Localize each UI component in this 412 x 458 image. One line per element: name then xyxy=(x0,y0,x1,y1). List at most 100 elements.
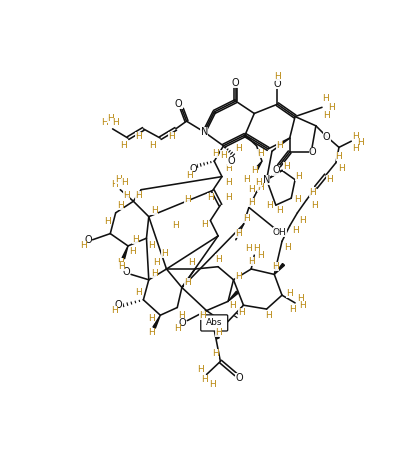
Text: H: H xyxy=(115,175,122,184)
Text: H: H xyxy=(197,365,204,374)
Text: O: O xyxy=(190,164,197,174)
Text: H: H xyxy=(295,172,302,181)
Text: H: H xyxy=(148,327,154,337)
Text: H: H xyxy=(265,311,272,320)
Text: H: H xyxy=(323,110,330,120)
Text: H: H xyxy=(300,301,306,311)
Text: H: H xyxy=(149,142,156,150)
Text: H: H xyxy=(80,241,87,251)
Text: H: H xyxy=(111,180,117,189)
Text: O: O xyxy=(235,373,243,383)
Text: H: H xyxy=(184,195,191,204)
Text: H: H xyxy=(161,249,168,258)
Text: H: H xyxy=(357,138,364,147)
Text: H: H xyxy=(272,262,279,271)
Text: H: H xyxy=(111,306,117,315)
Text: H: H xyxy=(186,170,193,180)
Text: H: H xyxy=(148,241,154,251)
Text: O: O xyxy=(274,79,281,89)
Text: H: H xyxy=(148,314,154,323)
Text: H: H xyxy=(289,305,296,314)
Text: H: H xyxy=(136,132,142,141)
Text: O: O xyxy=(175,99,183,109)
Text: H: H xyxy=(119,262,125,271)
Polygon shape xyxy=(153,315,160,328)
Text: H: H xyxy=(153,258,160,267)
Text: H: H xyxy=(199,311,206,320)
Text: H: H xyxy=(238,308,245,317)
Text: N: N xyxy=(263,174,270,185)
Text: H: H xyxy=(292,226,298,235)
Text: H: H xyxy=(236,229,242,238)
Text: H: H xyxy=(255,178,262,186)
Text: H: H xyxy=(257,183,264,192)
Text: H: H xyxy=(253,245,260,253)
Text: O: O xyxy=(309,147,316,157)
Text: OH: OH xyxy=(273,228,287,237)
Text: H: H xyxy=(229,301,236,310)
Text: H: H xyxy=(101,118,108,127)
Text: H: H xyxy=(123,191,130,200)
Text: H: H xyxy=(220,151,227,159)
Text: H: H xyxy=(297,294,304,303)
Text: H: H xyxy=(132,235,139,244)
Text: H: H xyxy=(215,327,222,337)
Text: H: H xyxy=(248,198,255,207)
Text: H: H xyxy=(248,185,255,194)
Text: H: H xyxy=(213,149,219,158)
Text: O: O xyxy=(272,165,280,175)
Text: N: N xyxy=(201,127,208,137)
Text: H: H xyxy=(174,324,180,333)
Text: H: H xyxy=(107,114,114,123)
Text: H: H xyxy=(117,258,124,267)
Text: H: H xyxy=(215,255,222,263)
Text: H: H xyxy=(251,166,258,175)
Text: H: H xyxy=(353,132,359,141)
Text: H: H xyxy=(338,164,345,174)
Text: H: H xyxy=(188,258,194,267)
Text: H: H xyxy=(112,118,119,127)
Text: O: O xyxy=(84,235,92,245)
Text: H: H xyxy=(201,220,208,229)
Text: Abs: Abs xyxy=(206,318,222,327)
Text: H: H xyxy=(120,142,127,150)
Text: H: H xyxy=(323,93,329,103)
Text: H: H xyxy=(136,191,142,200)
Text: H: H xyxy=(257,251,264,260)
Text: H: H xyxy=(246,245,252,253)
Text: H: H xyxy=(136,288,142,297)
Text: H: H xyxy=(151,206,157,215)
Text: H: H xyxy=(243,214,250,223)
Text: H: H xyxy=(225,178,232,187)
Polygon shape xyxy=(255,161,262,170)
Text: H: H xyxy=(129,247,136,256)
Text: H: H xyxy=(336,152,342,161)
Text: H: H xyxy=(178,311,185,320)
Text: H: H xyxy=(284,243,291,252)
Text: O: O xyxy=(232,78,240,87)
Text: H: H xyxy=(172,221,179,230)
Text: H: H xyxy=(105,217,111,226)
Text: H: H xyxy=(309,187,316,196)
Text: H: H xyxy=(209,380,216,389)
Text: H: H xyxy=(122,178,128,187)
Text: H: H xyxy=(236,144,242,153)
Text: H: H xyxy=(236,272,242,281)
Text: H: H xyxy=(276,142,283,150)
Text: H: H xyxy=(276,206,283,215)
Polygon shape xyxy=(122,246,128,259)
Text: H: H xyxy=(326,175,333,184)
Text: H: H xyxy=(151,269,157,278)
Text: H: H xyxy=(294,195,301,204)
Text: H: H xyxy=(286,289,293,298)
Text: O: O xyxy=(178,318,186,328)
Text: H: H xyxy=(266,201,273,210)
Polygon shape xyxy=(274,263,285,274)
Text: H: H xyxy=(213,349,219,358)
Text: H: H xyxy=(257,149,264,158)
Text: H: H xyxy=(168,132,175,141)
Text: H: H xyxy=(117,201,124,210)
Polygon shape xyxy=(228,291,238,301)
Text: O: O xyxy=(323,131,330,142)
Text: H: H xyxy=(201,376,208,384)
